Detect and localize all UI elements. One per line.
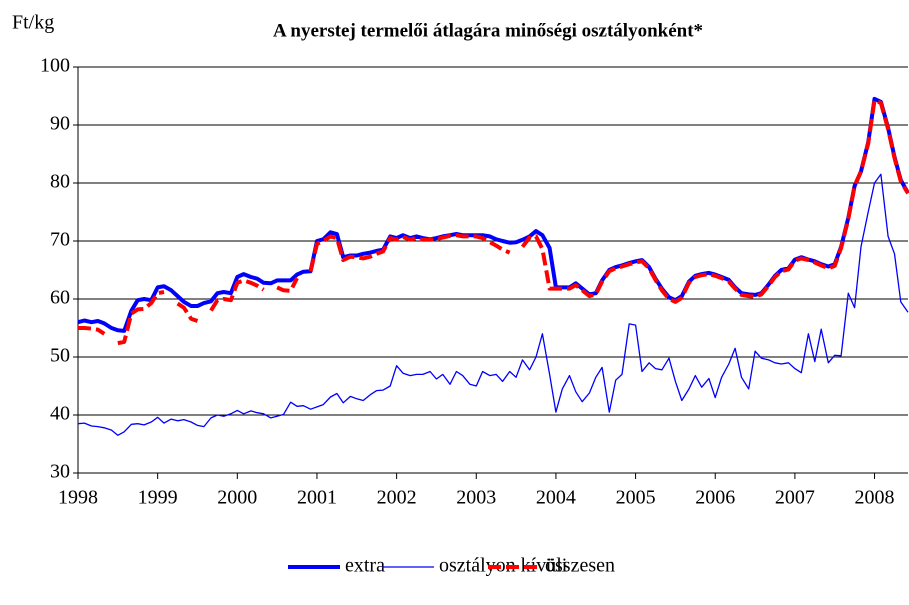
x-tick-label: 2002 — [377, 487, 417, 509]
y-tick-label: 30 — [50, 461, 70, 483]
y-tick-label: 40 — [50, 403, 70, 425]
x-tick-label: 1999 — [138, 487, 178, 509]
x-tick-label: 2000 — [217, 487, 257, 509]
x-tick-label: 1998 — [58, 487, 98, 509]
series-line — [78, 98, 909, 346]
y-tick-label: 100 — [40, 55, 70, 77]
series-line — [77, 96, 909, 333]
x-tick-label: 2006 — [695, 487, 735, 509]
y-axis-label: Ft/kg — [12, 12, 54, 34]
legend-label: összesen — [545, 555, 615, 577]
x-tick-label: 2008 — [855, 487, 895, 509]
series-line — [77, 173, 909, 436]
legend-label: extra — [345, 555, 385, 577]
legend-label: osztályon kívüli — [439, 555, 568, 577]
y-tick-label: 60 — [50, 287, 70, 309]
y-tick-label: 90 — [50, 113, 70, 135]
x-tick-label: 2005 — [616, 487, 656, 509]
y-tick-label: 50 — [50, 345, 70, 367]
x-tick-label: 2004 — [536, 487, 576, 509]
y-tick-label: 70 — [50, 229, 70, 251]
x-tick-label: 2001 — [297, 487, 337, 509]
y-tick-label: 80 — [50, 171, 70, 193]
x-tick-label: 2003 — [456, 487, 496, 509]
chart-title: A nyerstej termelői átlagára minőségi os… — [273, 20, 703, 41]
x-tick-label: 2007 — [775, 487, 815, 509]
